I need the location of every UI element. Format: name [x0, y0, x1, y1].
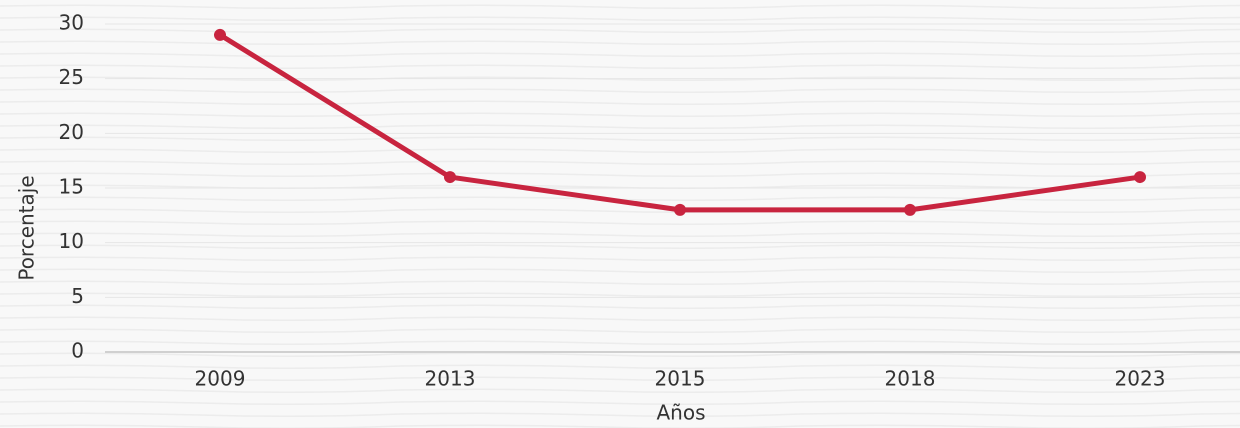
point	[214, 28, 226, 41]
x-tick-label: 2015	[655, 367, 706, 391]
y-axis-label: Porcentaje	[15, 175, 39, 280]
x-tick-label: 2009	[195, 367, 246, 391]
y-tick-label: 20	[59, 120, 84, 144]
point	[444, 171, 456, 184]
x-tick-label: 2018	[885, 367, 936, 391]
point	[904, 203, 916, 216]
x-axis-label: Años	[656, 401, 705, 425]
y-tick-label: 15	[59, 175, 84, 199]
x-tick-label: 2013	[425, 367, 476, 391]
y-tick-label: 30	[59, 11, 84, 35]
point	[674, 203, 686, 216]
y-tick-label: 0	[71, 339, 84, 363]
x-tick-label: 2023	[1115, 367, 1166, 391]
y-tick-label: 5	[71, 284, 84, 308]
y-tick-label: 25	[59, 65, 84, 89]
point	[1134, 171, 1146, 184]
y-tick-label: 10	[59, 229, 84, 253]
